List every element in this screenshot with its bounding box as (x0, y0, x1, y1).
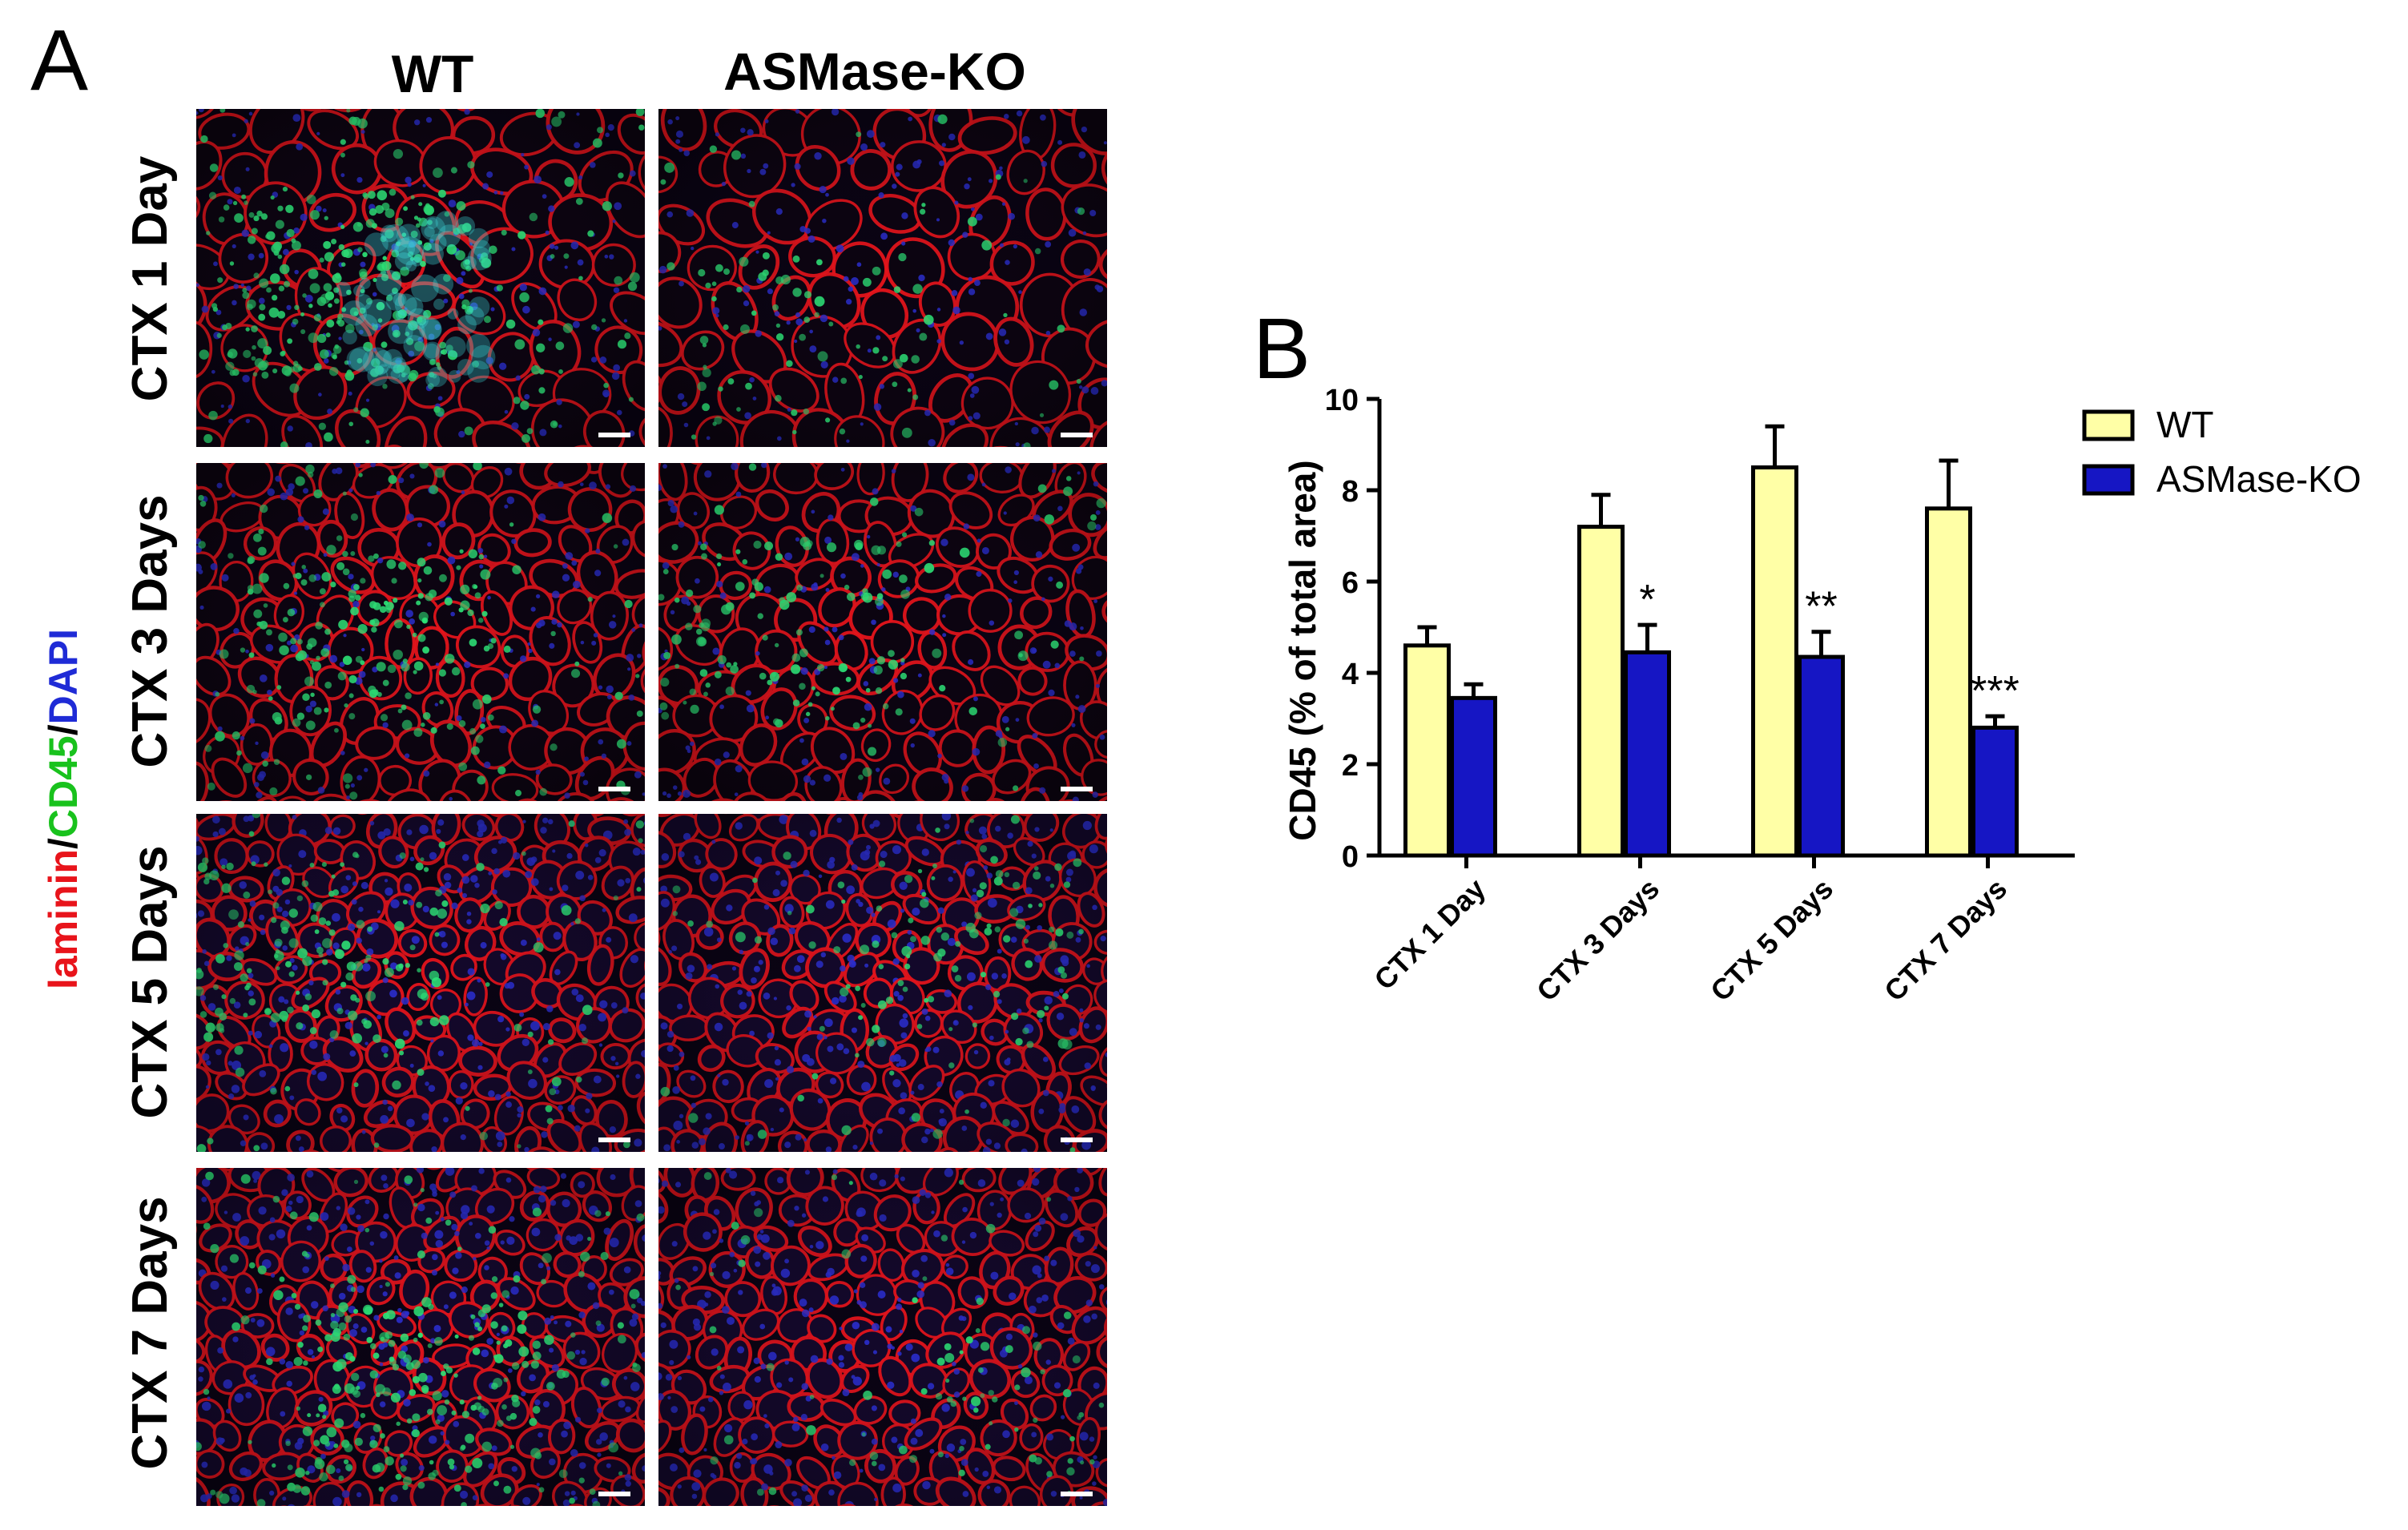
scale-bar (598, 787, 630, 791)
stain-slash-1: / (41, 838, 86, 849)
stain-dapi: DAPI (41, 629, 86, 724)
legend-label: ASMase-KO (2156, 458, 2362, 500)
micrograph-asmase-ko-ctx-3-days (658, 463, 1107, 801)
micrograph-wt-ctx-7-days (196, 1168, 645, 1506)
legend-swatch (2082, 464, 2135, 496)
y-tick-label: 8 (1342, 475, 1359, 509)
panel-a: A WT ASMase-KO CTX 1 Day CTX 3 Days CTX … (30, 11, 1107, 1506)
y-tick-label: 4 (1342, 658, 1359, 691)
micrograph-asmase-ko-ctx-5-days (658, 814, 1107, 1152)
y-tick-label: 2 (1342, 749, 1359, 783)
y-tick-label: 10 (1325, 384, 1359, 417)
y-tick-label: 0 (1342, 840, 1359, 874)
panel-b-label: B (1253, 300, 1311, 397)
significance-marker: ** (1805, 584, 1837, 630)
row-label-ctx-1-day: CTX 1 Day (123, 155, 178, 401)
bar-wt (1751, 465, 1798, 858)
legend-swatch (2082, 409, 2135, 441)
stain-laminin: laminin (41, 849, 86, 989)
bar-asmase-ko (1971, 725, 2019, 858)
column-label-wt: WT (392, 44, 474, 103)
micrograph-wt-ctx-1-day (196, 109, 645, 447)
y-axis-title: CD45 (% of total area) (1282, 460, 1323, 840)
legend-label: WT (2156, 404, 2214, 445)
bar-wt (1925, 506, 1972, 858)
x-tick-label: CTX 5 Days (1704, 872, 1839, 1008)
micrograph-wt-ctx-3-days (196, 463, 645, 801)
x-tick-label: CTX 1 Day (1367, 872, 1492, 997)
scale-bar (1061, 1492, 1093, 1496)
scale-bar (598, 433, 630, 437)
stain-slash-2: / (41, 724, 86, 735)
legend-item: WT (2082, 404, 2214, 445)
panel-b: B CD45 (% of total area) 0 2 4 6 8 10 CTX 1 Da… (1253, 300, 2362, 1008)
bar-wt (1403, 643, 1451, 858)
bar-asmase-ko (1450, 695, 1497, 858)
stain-label: laminin/CD45/DAPI (41, 629, 86, 989)
micrograph-grid (196, 109, 1107, 1506)
scale-bar (1061, 1137, 1093, 1142)
scale-bar (1061, 433, 1093, 437)
stain-cd45: CD45 (41, 735, 86, 838)
micrograph-asmase-ko-ctx-7-days (658, 1168, 1107, 1506)
column-label-asmase-ko: ASMase-KO (723, 42, 1026, 101)
row-labels: CTX 1 Day CTX 3 Days CTX 5 Days CTX 7 Da… (123, 155, 178, 1469)
micrograph-wt-ctx-5-days (196, 814, 645, 1152)
bar-asmase-ko (1624, 650, 1671, 858)
significance-marker: *** (1971, 668, 2019, 715)
bars: * ***** (1403, 424, 2019, 858)
legend-item: ASMase-KO (2082, 458, 2362, 500)
row-label-ctx-5-days: CTX 5 Days (123, 845, 178, 1118)
significance-marker: * (1639, 577, 1655, 623)
bar-wt (1577, 525, 1625, 858)
x-tick-label: CTX 7 Days (1878, 872, 2013, 1008)
scale-bar (598, 1137, 630, 1142)
legend: WT ASMase-KO (2082, 404, 2362, 500)
y-tick-label: 6 (1342, 566, 1359, 600)
x-tick-label: CTX 3 Days (1530, 872, 1665, 1008)
panel-a-label: A (30, 11, 88, 108)
bar-chart: 0 2 4 6 8 10 CTX 1 Day CTX 3 Days CTX 5 Days CTX … (1325, 384, 2075, 1008)
scale-bar (598, 1492, 630, 1496)
row-label-ctx-3-days: CTX 3 Days (123, 494, 178, 767)
bar-asmase-ko (1798, 654, 1845, 858)
micrograph-asmase-ko-ctx-1-day (658, 109, 1107, 447)
row-label-ctx-7-days: CTX 7 Days (123, 1196, 178, 1469)
scale-bar (1061, 787, 1093, 791)
